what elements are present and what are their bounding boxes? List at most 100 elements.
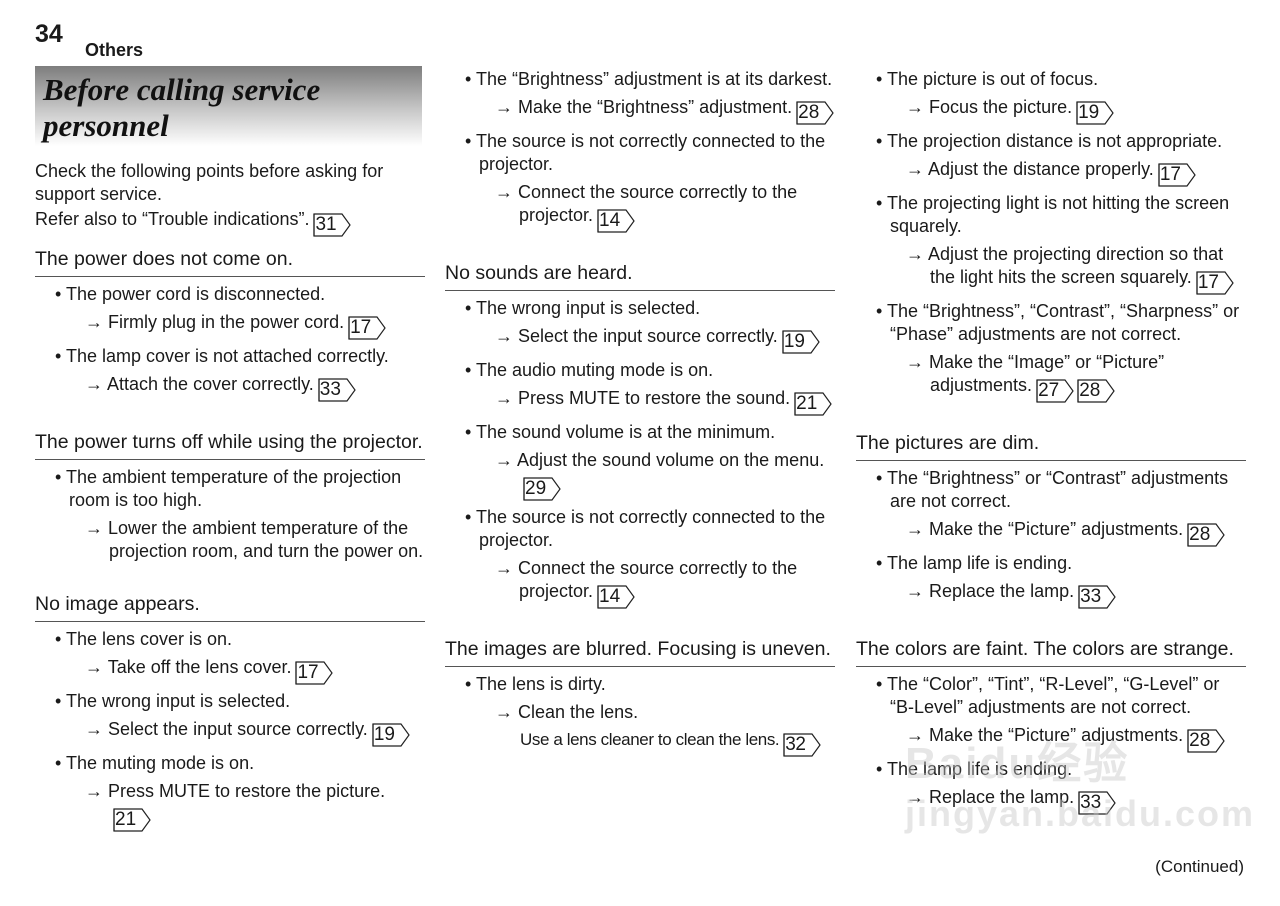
- remedy-text: Attach the cover correctly.: [107, 374, 314, 394]
- page-reference-link[interactable]: 33: [1078, 791, 1116, 815]
- arrow-icon: →: [85, 518, 109, 538]
- page-ref-arrow-icon: [372, 723, 410, 747]
- page-number-ref: 21: [796, 393, 818, 414]
- symptom-text: The picture is out of focus.: [886, 69, 1099, 89]
- symptom-item: • The lens is dirty.: [465, 674, 606, 694]
- page-reference-link[interactable]: 32: [783, 733, 822, 757]
- page-number-ref: 17: [1197, 272, 1219, 293]
- remedy-item: → Replace the lamp. 33: [906, 580, 1246, 609]
- arrow-icon: →: [85, 657, 108, 677]
- symptom-text: The lamp life is ending.: [886, 553, 1073, 573]
- symptom-text: The “Brightness”, “Contrast”, “Sharpness…: [886, 301, 1240, 344]
- page-number-ref: 17: [297, 662, 319, 683]
- symptom-heading: The power turns off while using the proj…: [35, 431, 425, 460]
- page-reference-link[interactable]: 31: [313, 213, 352, 237]
- page-number-ref: 33: [1080, 586, 1102, 607]
- page-reference-link[interactable]: 19: [372, 723, 410, 747]
- remedy-text: Firmly plug in the power cord.: [108, 312, 345, 332]
- page-number-ref: 28: [1189, 524, 1211, 545]
- page-reference-link[interactable]: 17: [1196, 271, 1234, 295]
- page-reference-link[interactable]: 29: [523, 477, 561, 501]
- remedy-text: Make the “Picture” adjustments.: [929, 725, 1184, 745]
- page-number-ref: 14: [599, 210, 621, 231]
- page-number-ref: 32: [785, 734, 806, 755]
- remedy-text: Make the “Image” or “Picture” adjustment…: [929, 352, 1165, 395]
- remedy-text: Replace the lamp.: [929, 581, 1075, 601]
- arrow-icon: →: [906, 787, 930, 807]
- remedy-text: Clean the lens.: [518, 702, 639, 722]
- arrow-icon: →: [906, 725, 930, 745]
- remedy-item: → Make the “Image” or “Picture” adjustme…: [906, 351, 1246, 403]
- page-reference-link[interactable]: 33: [1078, 585, 1116, 609]
- symptom-item: • The projection distance is not appropr…: [876, 131, 1223, 151]
- page-reference-link[interactable]: 19: [1076, 101, 1114, 125]
- page-reference-link[interactable]: 14: [597, 585, 635, 609]
- note-text: Use a lens cleaner to clean the lens.: [520, 730, 780, 749]
- arrow-icon: →: [906, 159, 929, 179]
- page-reference-link[interactable]: 28: [1187, 729, 1225, 753]
- page-number-ref: 19: [1078, 102, 1100, 123]
- page-ref-arrow-icon: [1196, 271, 1234, 295]
- remedy-item: → Connect the source correctly to the pr…: [495, 557, 835, 609]
- page-number-ref: 17: [1159, 164, 1181, 185]
- page-reference-link[interactable]: 27: [1036, 379, 1074, 403]
- symptom-item: • The picture is out of focus.: [876, 69, 1099, 89]
- page-reference-link[interactable]: 28: [796, 101, 834, 125]
- arrow-icon: →: [85, 312, 109, 332]
- remedy-text: Make the “Picture” adjustments.: [929, 519, 1184, 539]
- symptom-text: The “Color”, “Tint”, “R-Level”, “G-Level…: [886, 674, 1220, 717]
- symptom-text: The ambient temperature of the projectio…: [65, 467, 402, 510]
- remedy-text: Adjust the sound volume on the menu.: [517, 450, 825, 470]
- symptom-item: • The lamp life is ending.: [876, 759, 1073, 779]
- remedy-item: → Adjust the sound volume on the menu. 29: [495, 449, 835, 501]
- page-number-ref: 28: [1079, 380, 1101, 401]
- watermark: Baidu经验 jingyan.baidu.com: [905, 739, 1256, 835]
- page-number-ref: 21: [115, 809, 137, 830]
- page-reference-link[interactable]: 21: [794, 392, 832, 416]
- symptom-item: • The source is not correctly connected …: [465, 131, 826, 174]
- remedy-item: → Clean the lens.: [495, 701, 835, 724]
- remedy-text: Adjust the projecting direction so that …: [928, 244, 1224, 287]
- page-reference-link[interactable]: 28: [1187, 523, 1225, 547]
- page-number-ref: 29: [525, 478, 547, 499]
- page-reference-link[interactable]: 14: [597, 209, 635, 233]
- remedy-item: → Replace the lamp. 33: [906, 786, 1246, 815]
- symptom-heading: No image appears.: [35, 593, 425, 622]
- symptom-text: The wrong input is selected.: [475, 298, 701, 318]
- page-reference-link[interactable]: 17: [348, 316, 386, 340]
- page-reference-link[interactable]: 21: [113, 808, 151, 832]
- symptom-text: The projection distance is not appropria…: [886, 131, 1223, 151]
- remedy-item: → Adjust the distance properly. 17: [906, 158, 1246, 187]
- remedy-text: Lower the ambient temperature of the pro…: [108, 518, 424, 561]
- symptom-item: • The sound volume is at the minimum.: [465, 422, 776, 442]
- symptom-heading: The images are blurred. Focusing is unev…: [445, 638, 835, 667]
- page-reference-link[interactable]: 33: [318, 378, 356, 402]
- page-ref-arrow-icon: [523, 477, 561, 501]
- remedy-text: Press MUTE to restore the picture.: [108, 781, 386, 801]
- page-number: 34: [35, 20, 63, 48]
- page-number-ref: 33: [319, 379, 341, 400]
- symptom-item: • The audio muting mode is on.: [465, 360, 714, 380]
- remedy-item: → Attach the cover correctly. 33: [85, 373, 425, 402]
- symptom-item: • The “Brightness” adjustment is at its …: [465, 69, 833, 89]
- page-title: Before calling service personnel: [43, 72, 321, 143]
- remedy-item: → Select the input source correctly. 19: [495, 325, 835, 354]
- page-reference-link[interactable]: 17: [295, 661, 334, 685]
- page-reference-link[interactable]: 19: [782, 330, 820, 354]
- symptom-item: • The lamp life is ending.: [876, 553, 1073, 573]
- remedy-item: → Make the “Picture” adjustments. 28: [906, 518, 1246, 547]
- remedy-text: Focus the picture.: [929, 97, 1073, 117]
- remedy-item: → Take off the lens cover. 17: [85, 656, 425, 685]
- symptom-text: The lens is dirty.: [475, 674, 606, 694]
- page-reference-link[interactable]: 17: [1158, 163, 1196, 187]
- column-right: • The picture is out of focus. → Focus th…: [856, 62, 1246, 815]
- symptom-item: • The muting mode is on.: [55, 753, 255, 773]
- remedy-text: Make the “Brightness” adjustment.: [518, 97, 793, 117]
- remedy-text: Connect the source correctly to the proj…: [518, 558, 798, 601]
- page-number-ref: 33: [1080, 792, 1102, 813]
- page-ref-arrow-icon: [318, 378, 356, 402]
- remedy-text: Connect the source correctly to the proj…: [518, 182, 798, 225]
- page-reference-link[interactable]: 28: [1077, 379, 1115, 403]
- symptom-text: The power cord is disconnected.: [65, 284, 326, 304]
- symptom-heading: The pictures are dim.: [856, 432, 1246, 461]
